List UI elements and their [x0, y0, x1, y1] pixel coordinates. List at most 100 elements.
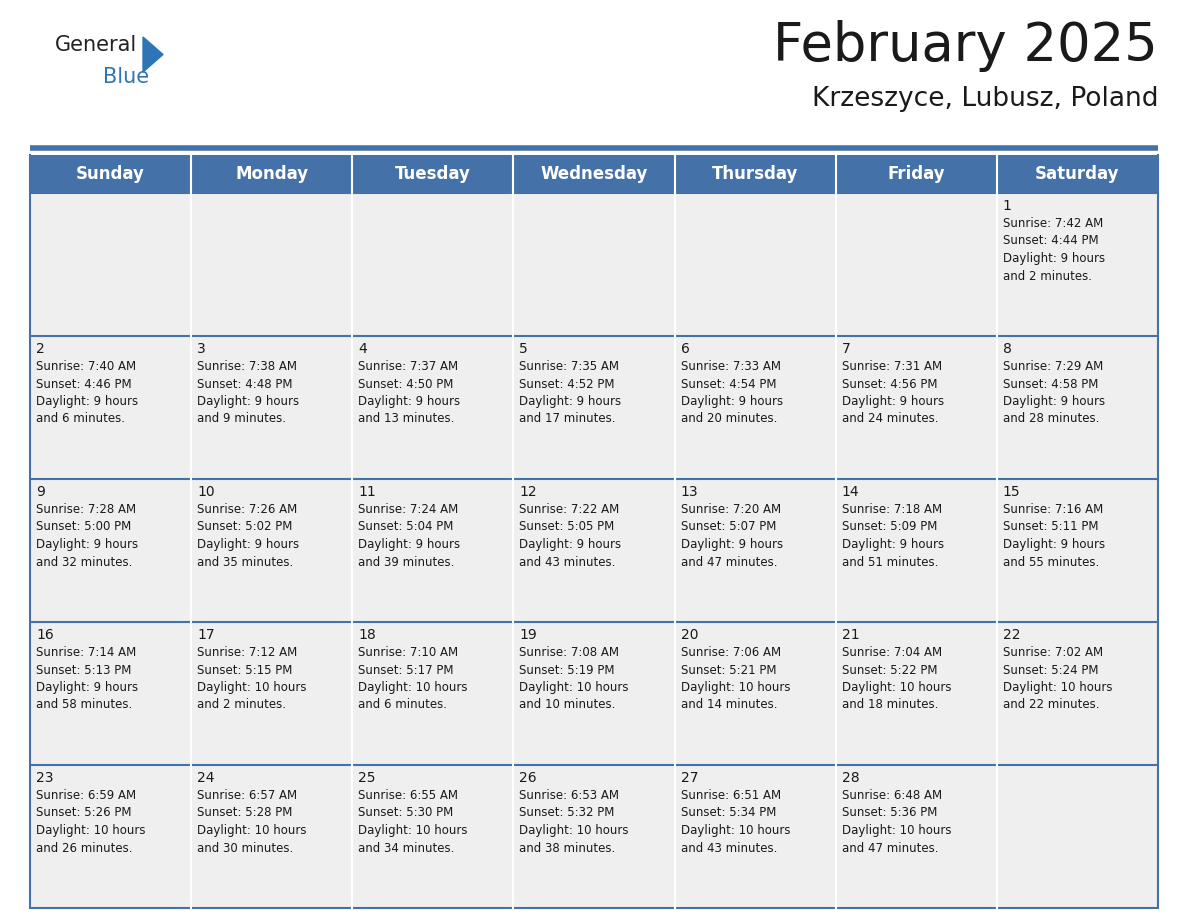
Text: Sunrise: 7:33 AM
Sunset: 4:54 PM
Daylight: 9 hours
and 20 minutes.: Sunrise: 7:33 AM Sunset: 4:54 PM Dayligh… [681, 360, 783, 426]
Text: Sunday: Sunday [76, 165, 145, 183]
Text: 2: 2 [36, 342, 45, 356]
Bar [30, 622, 191, 765]
Text: Sunrise: 7:26 AM
Sunset: 5:02 PM
Daylight: 9 hours
and 35 minutes.: Sunrise: 7:26 AM Sunset: 5:02 PM Dayligh… [197, 503, 299, 568]
Text: 6: 6 [681, 342, 689, 356]
Text: 20: 20 [681, 628, 699, 642]
Text: Sunrise: 6:48 AM
Sunset: 5:36 PM
Daylight: 10 hours
and 47 minutes.: Sunrise: 6:48 AM Sunset: 5:36 PM Dayligh… [842, 789, 952, 855]
Text: 3: 3 [197, 342, 206, 356]
Bar [30, 765, 191, 908]
Text: Sunrise: 6:55 AM
Sunset: 5:30 PM
Daylight: 10 hours
and 34 minutes.: Sunrise: 6:55 AM Sunset: 5:30 PM Dayligh… [359, 789, 468, 855]
Bar [675, 155, 835, 193]
Bar [513, 479, 675, 622]
Bar [353, 193, 513, 336]
Text: Sunrise: 7:28 AM
Sunset: 5:00 PM
Daylight: 9 hours
and 32 minutes.: Sunrise: 7:28 AM Sunset: 5:00 PM Dayligh… [36, 503, 138, 568]
Text: Sunrise: 7:10 AM
Sunset: 5:17 PM
Daylight: 10 hours
and 6 minutes.: Sunrise: 7:10 AM Sunset: 5:17 PM Dayligh… [359, 646, 468, 711]
Bar [30, 155, 191, 193]
Text: Sunrise: 7:12 AM
Sunset: 5:15 PM
Daylight: 10 hours
and 2 minutes.: Sunrise: 7:12 AM Sunset: 5:15 PM Dayligh… [197, 646, 307, 711]
Text: Sunrise: 7:42 AM
Sunset: 4:44 PM
Daylight: 9 hours
and 2 minutes.: Sunrise: 7:42 AM Sunset: 4:44 PM Dayligh… [1003, 217, 1105, 283]
Text: Sunrise: 7:20 AM
Sunset: 5:07 PM
Daylight: 9 hours
and 47 minutes.: Sunrise: 7:20 AM Sunset: 5:07 PM Dayligh… [681, 503, 783, 568]
Bar [30, 479, 191, 622]
Text: General: General [55, 35, 138, 55]
Text: Sunrise: 7:08 AM
Sunset: 5:19 PM
Daylight: 10 hours
and 10 minutes.: Sunrise: 7:08 AM Sunset: 5:19 PM Dayligh… [519, 646, 628, 711]
Bar [191, 193, 353, 336]
Text: Sunrise: 7:16 AM
Sunset: 5:11 PM
Daylight: 9 hours
and 55 minutes.: Sunrise: 7:16 AM Sunset: 5:11 PM Dayligh… [1003, 503, 1105, 568]
Text: Sunrise: 7:40 AM
Sunset: 4:46 PM
Daylight: 9 hours
and 6 minutes.: Sunrise: 7:40 AM Sunset: 4:46 PM Dayligh… [36, 360, 138, 426]
Text: 5: 5 [519, 342, 529, 356]
Bar [835, 193, 997, 336]
Text: 27: 27 [681, 771, 699, 785]
Text: 15: 15 [1003, 485, 1020, 499]
Text: Sunrise: 7:29 AM
Sunset: 4:58 PM
Daylight: 9 hours
and 28 minutes.: Sunrise: 7:29 AM Sunset: 4:58 PM Dayligh… [1003, 360, 1105, 426]
Text: Thursday: Thursday [712, 165, 798, 183]
Text: 8: 8 [1003, 342, 1012, 356]
Text: Sunrise: 7:22 AM
Sunset: 5:05 PM
Daylight: 9 hours
and 43 minutes.: Sunrise: 7:22 AM Sunset: 5:05 PM Dayligh… [519, 503, 621, 568]
Text: 7: 7 [842, 342, 851, 356]
Text: Krzeszyce, Lubusz, Poland: Krzeszyce, Lubusz, Poland [811, 86, 1158, 112]
Bar [353, 155, 513, 193]
Text: 28: 28 [842, 771, 859, 785]
Text: 13: 13 [681, 485, 699, 499]
Text: 26: 26 [519, 771, 537, 785]
Text: 14: 14 [842, 485, 859, 499]
Bar [675, 765, 835, 908]
Polygon shape [143, 37, 163, 72]
Bar [513, 193, 675, 336]
Text: Sunrise: 7:31 AM
Sunset: 4:56 PM
Daylight: 9 hours
and 24 minutes.: Sunrise: 7:31 AM Sunset: 4:56 PM Dayligh… [842, 360, 943, 426]
Text: 18: 18 [359, 628, 377, 642]
Bar [675, 336, 835, 479]
Bar [675, 479, 835, 622]
Text: Wednesday: Wednesday [541, 165, 647, 183]
Bar [191, 479, 353, 622]
Text: 11: 11 [359, 485, 377, 499]
Text: Sunrise: 7:06 AM
Sunset: 5:21 PM
Daylight: 10 hours
and 14 minutes.: Sunrise: 7:06 AM Sunset: 5:21 PM Dayligh… [681, 646, 790, 711]
Bar [997, 622, 1158, 765]
Text: Sunrise: 6:51 AM
Sunset: 5:34 PM
Daylight: 10 hours
and 43 minutes.: Sunrise: 6:51 AM Sunset: 5:34 PM Dayligh… [681, 789, 790, 855]
Text: Monday: Monday [235, 165, 308, 183]
Text: 10: 10 [197, 485, 215, 499]
Text: Sunrise: 7:35 AM
Sunset: 4:52 PM
Daylight: 9 hours
and 17 minutes.: Sunrise: 7:35 AM Sunset: 4:52 PM Dayligh… [519, 360, 621, 426]
Text: Sunrise: 6:57 AM
Sunset: 5:28 PM
Daylight: 10 hours
and 30 minutes.: Sunrise: 6:57 AM Sunset: 5:28 PM Dayligh… [197, 789, 307, 855]
Text: Sunrise: 6:59 AM
Sunset: 5:26 PM
Daylight: 10 hours
and 26 minutes.: Sunrise: 6:59 AM Sunset: 5:26 PM Dayligh… [36, 789, 145, 855]
Bar [835, 155, 997, 193]
Bar [30, 193, 191, 336]
Text: Saturday: Saturday [1035, 165, 1119, 183]
Bar [835, 765, 997, 908]
Bar [353, 622, 513, 765]
Text: 24: 24 [197, 771, 215, 785]
Bar [997, 155, 1158, 193]
Bar [513, 765, 675, 908]
Text: 23: 23 [36, 771, 53, 785]
Bar [997, 193, 1158, 336]
Bar [191, 155, 353, 193]
Text: 1: 1 [1003, 199, 1012, 213]
Bar [835, 479, 997, 622]
Text: 22: 22 [1003, 628, 1020, 642]
Text: Sunrise: 7:24 AM
Sunset: 5:04 PM
Daylight: 9 hours
and 39 minutes.: Sunrise: 7:24 AM Sunset: 5:04 PM Dayligh… [359, 503, 461, 568]
Text: Sunrise: 6:53 AM
Sunset: 5:32 PM
Daylight: 10 hours
and 38 minutes.: Sunrise: 6:53 AM Sunset: 5:32 PM Dayligh… [519, 789, 628, 855]
Text: 12: 12 [519, 485, 537, 499]
Text: 25: 25 [359, 771, 375, 785]
Bar [353, 765, 513, 908]
Text: Sunrise: 7:04 AM
Sunset: 5:22 PM
Daylight: 10 hours
and 18 minutes.: Sunrise: 7:04 AM Sunset: 5:22 PM Dayligh… [842, 646, 952, 711]
Text: 9: 9 [36, 485, 45, 499]
Text: Sunrise: 7:02 AM
Sunset: 5:24 PM
Daylight: 10 hours
and 22 minutes.: Sunrise: 7:02 AM Sunset: 5:24 PM Dayligh… [1003, 646, 1112, 711]
Bar [30, 336, 191, 479]
Bar [997, 765, 1158, 908]
Bar [997, 336, 1158, 479]
Bar [835, 336, 997, 479]
Text: Friday: Friday [887, 165, 946, 183]
Bar [675, 193, 835, 336]
Text: Sunrise: 7:38 AM
Sunset: 4:48 PM
Daylight: 9 hours
and 9 minutes.: Sunrise: 7:38 AM Sunset: 4:48 PM Dayligh… [197, 360, 299, 426]
Bar [513, 622, 675, 765]
Bar [353, 336, 513, 479]
Text: 4: 4 [359, 342, 367, 356]
Bar [191, 336, 353, 479]
Text: 16: 16 [36, 628, 53, 642]
Text: Blue: Blue [103, 67, 150, 87]
Bar [513, 336, 675, 479]
Bar [835, 622, 997, 765]
Bar [675, 622, 835, 765]
Text: Sunrise: 7:37 AM
Sunset: 4:50 PM
Daylight: 9 hours
and 13 minutes.: Sunrise: 7:37 AM Sunset: 4:50 PM Dayligh… [359, 360, 461, 426]
Bar [191, 765, 353, 908]
Bar [353, 479, 513, 622]
